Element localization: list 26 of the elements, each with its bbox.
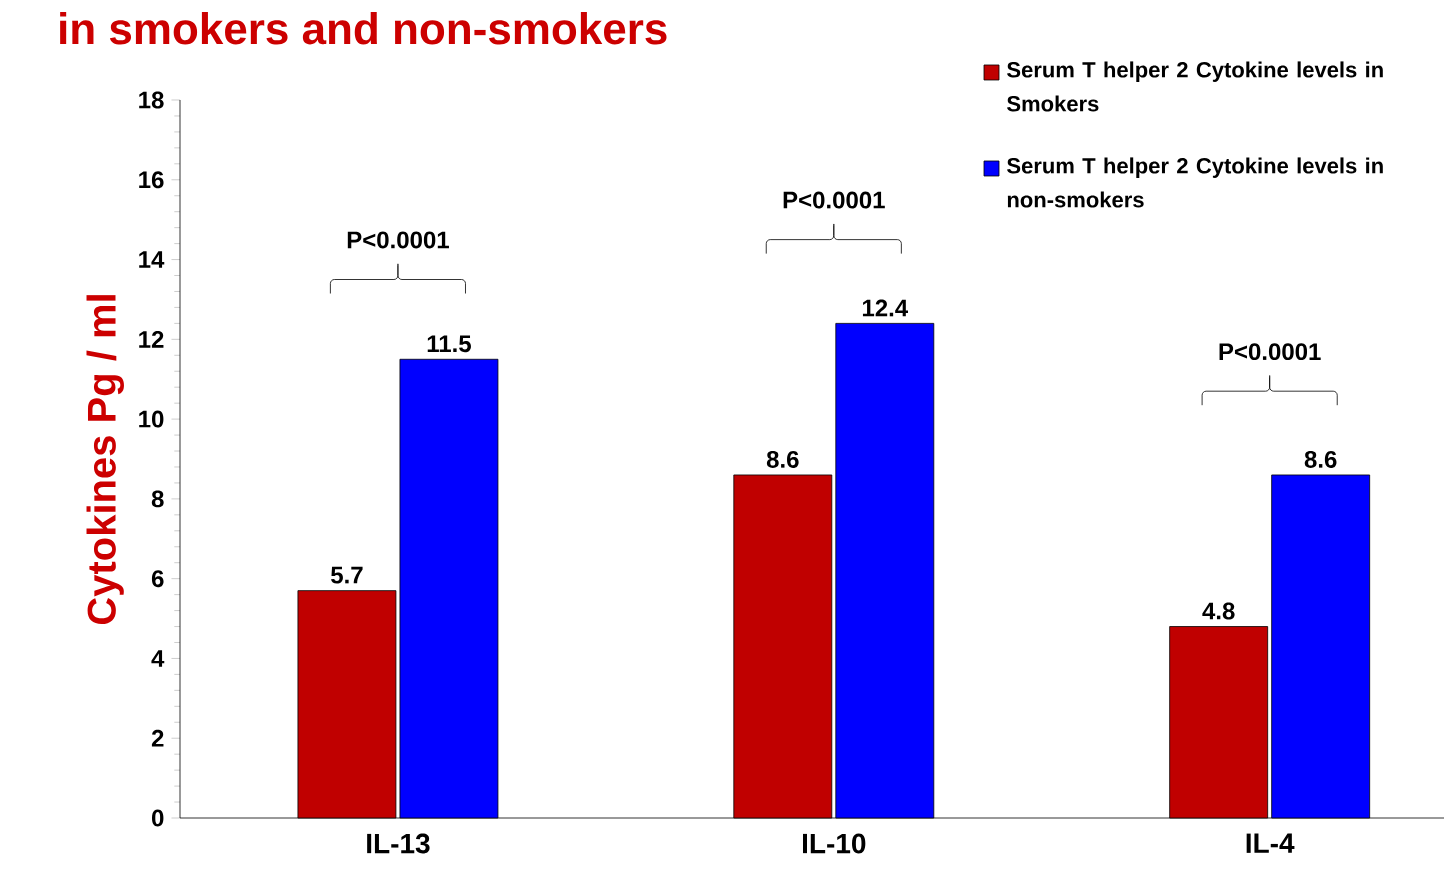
annotation: P<0.0001	[783, 191, 885, 209]
y-tick-label: 0	[152, 809, 164, 827]
y-tick-label: 8	[151, 490, 164, 508]
legend-label: Serum T helper 2 Cytokine levels in Smokers	[1007, 61, 1383, 112]
x-tick-label: IL-4	[1246, 833, 1295, 853]
y-tick-label: 18	[139, 91, 164, 109]
data-label: 5.7	[331, 566, 363, 584]
data-label: 11.5	[427, 335, 471, 353]
y-tick-label: 16	[139, 171, 164, 189]
y-tick-label: 2	[151, 729, 164, 747]
y-tick-label: 14	[139, 251, 165, 268]
data-label: 8.6	[766, 450, 799, 468]
data-label: 12.4	[862, 299, 909, 317]
data-label: 4.8	[1202, 602, 1235, 620]
legend-label: Serum T helper 2 Cytokine levels in non-smokers	[1007, 157, 1383, 208]
x-tick-label: IL-13	[367, 833, 430, 854]
y-tick-label: 6	[151, 570, 164, 588]
y-tick-label: 12	[139, 330, 164, 348]
x-tick-label: IL-10	[803, 833, 866, 854]
annotation: P<0.0001	[1219, 343, 1321, 361]
annotation: P<0.0001	[347, 231, 449, 249]
y-tick-label: 10	[139, 410, 164, 428]
chart-title: in smokers and non-smokers	[60, 12, 667, 45]
data-label: 8.6	[1304, 450, 1337, 468]
y-axis-title: Cytokines Pg / ml	[86, 295, 124, 625]
y-tick-label: 4	[151, 650, 165, 667]
